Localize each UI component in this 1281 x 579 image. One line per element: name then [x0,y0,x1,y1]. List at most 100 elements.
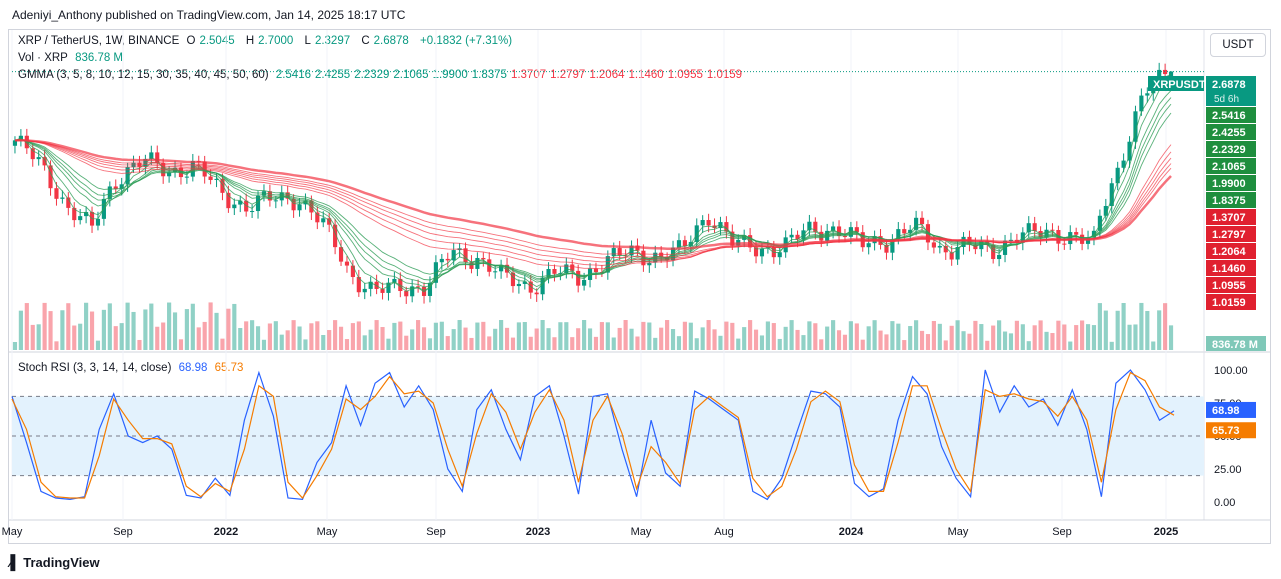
volume-bar [445,336,450,350]
volume-bar [605,322,610,350]
tradingview-brand[interactable]: ⁄▌ TradingView [10,554,100,570]
candle-body [522,281,527,284]
volume-bar [36,324,41,350]
volume-bar [528,336,533,350]
chart-frame [8,29,1271,544]
volume-bar [884,334,889,350]
volume-bar [291,320,296,350]
rsi-axis-label: 100.00 [1214,365,1248,377]
candle-body [386,282,391,293]
volume-bar [499,320,504,350]
candle-body [1008,239,1014,241]
gmma-short-tag-1-bg [1206,124,1256,140]
volume-bar [985,340,990,350]
volume-bar [113,326,118,350]
candle-body [368,281,373,289]
candle-body [255,195,261,212]
gmma-short-tag-5: 1.8375 [1212,195,1246,207]
volume-bar [178,339,184,350]
volume-bar [416,320,421,350]
volume-bar [172,312,178,350]
volume-bar [510,337,516,350]
volume-bar [1145,310,1150,350]
candle-body [238,200,243,205]
volume-bar [208,302,213,350]
candle-body [582,279,587,286]
rsi-axis-label: 0.00 [1214,497,1235,509]
gmma-line-30 [14,139,1172,270]
gmma-short-value-2: 2.2329 [354,69,390,81]
volume-bar [42,302,47,350]
volume-bar [356,321,361,350]
volume-bar [599,322,604,350]
volume-bar [315,321,320,350]
gmma-short-value-1: 2.4255 [315,69,351,81]
candle-body [66,197,71,208]
volume-bar [196,327,201,350]
volume-value: 836.78 M [75,52,124,64]
volume-bar [101,309,106,350]
stoch-d-tag-bg [1206,422,1256,439]
volume-bar [404,335,409,350]
volume-bar [386,338,391,350]
volume-bar [493,328,498,350]
volume-bar [1074,325,1079,350]
gmma-short-tag-0: 2.5416 [1212,110,1246,122]
volume-bar [813,323,818,350]
candle-body [344,261,350,266]
volume-bar [255,326,261,350]
volume-bar [973,320,978,350]
volume-bar [1002,331,1008,350]
candle-body [504,264,510,273]
volume-bar [12,342,18,350]
candle-body [445,258,450,261]
volume-bar [997,320,1002,350]
candle-body [943,245,948,253]
candle-body [30,148,35,160]
candle-body [1103,205,1108,216]
candle-body [309,200,314,213]
volume-bar [84,302,89,350]
candle-body [1050,229,1055,231]
volume-bar [801,335,806,350]
volume-bar [854,323,859,350]
volume-bar [368,329,373,350]
candle-body [493,271,498,273]
volume-bar [18,310,23,350]
gmma-long-tag-1-bg [1206,226,1256,242]
volume-bar [261,339,267,350]
volume-bar [202,321,207,350]
candle-body [836,226,842,237]
volume-bar [279,334,284,350]
volume-bar [836,330,842,350]
gmma-long-tag-3: 1.1460 [1212,263,1246,275]
volume-bar [860,339,865,350]
publication-info: Adeniyi_Anthony published on TradingView… [12,8,406,22]
volume-legend: Vol · XRP 836.78 M [18,52,127,64]
volume-bar [753,329,759,350]
volume-bar [238,328,243,350]
volume-bar [706,320,711,350]
volume-bar [991,325,996,350]
volume-bar [66,303,71,350]
gmma-short-tag-5-bg [1206,192,1256,208]
gmma-long-tag-5: 1.0159 [1212,297,1246,309]
currency-button[interactable]: USDT [1210,33,1266,57]
volume-bar [931,320,936,350]
candle-body [759,248,765,257]
candle-body [931,242,936,248]
candle-body [676,240,682,248]
volume-bar [771,323,776,350]
candle-body [979,241,984,250]
volume-bar [943,340,948,350]
candle-body [72,207,77,221]
gmma-long-tag-2-bg [1206,243,1256,259]
volume-bar [1115,310,1120,350]
volume-bar [896,323,901,350]
candle-body [997,254,1002,260]
candle-body [232,204,237,209]
volume-bar [516,322,521,350]
volume-bar [297,326,302,350]
gmma-line-3 [14,73,1172,293]
